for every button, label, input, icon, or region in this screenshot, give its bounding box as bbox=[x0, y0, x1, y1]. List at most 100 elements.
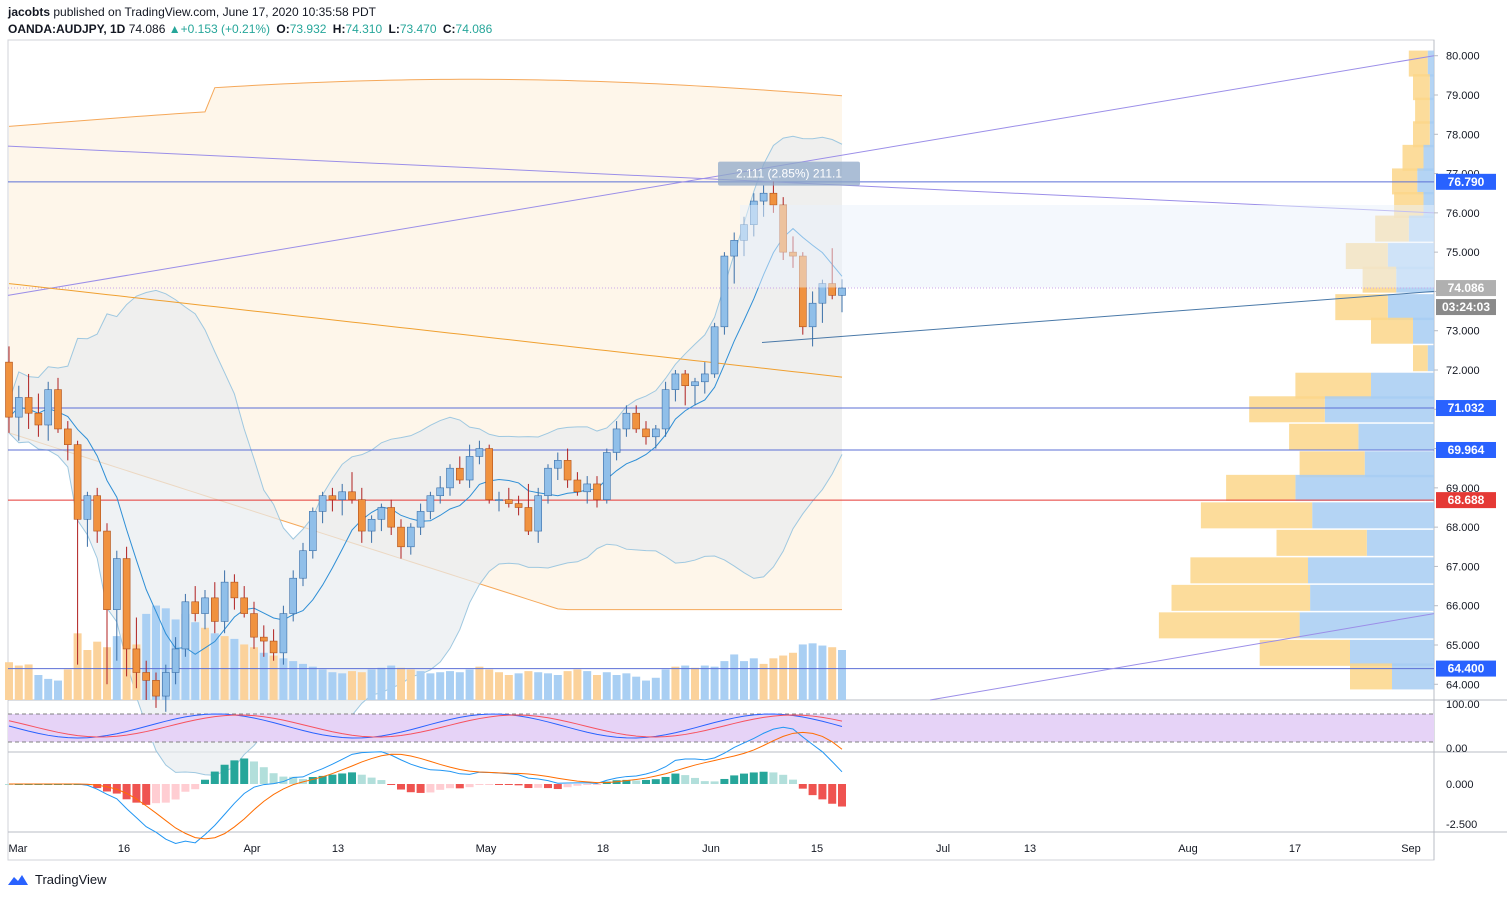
profile-sell-bar bbox=[1366, 529, 1434, 556]
candle-body bbox=[553, 460, 562, 469]
price-label-text: 69.964 bbox=[1448, 443, 1485, 457]
macd-hist-bar bbox=[171, 784, 180, 800]
volume-bar bbox=[671, 666, 680, 700]
profile-buy-bar bbox=[1413, 345, 1428, 372]
macd-hist-bar bbox=[573, 784, 582, 786]
candle-body bbox=[475, 448, 484, 457]
volume-bar bbox=[446, 671, 454, 700]
macd-hist-bar bbox=[406, 784, 415, 793]
candle-body bbox=[485, 448, 494, 500]
support-trendline bbox=[761, 290, 1435, 343]
time-tick-label: 13 bbox=[332, 843, 344, 855]
volume-bar bbox=[828, 647, 837, 700]
volume-bar bbox=[93, 641, 102, 700]
price-tick-label: 73.000 bbox=[1446, 326, 1480, 338]
candle-body bbox=[181, 601, 190, 650]
candle-body bbox=[504, 499, 513, 504]
candle-body bbox=[250, 613, 258, 638]
candle-body bbox=[838, 287, 846, 296]
candle-body bbox=[681, 373, 690, 387]
candle-body bbox=[700, 373, 709, 383]
profile-buy-bar bbox=[1413, 121, 1430, 148]
profile-buy-bar bbox=[1226, 474, 1296, 501]
volume-bar bbox=[367, 669, 376, 700]
macd-tick-label: -2.500 bbox=[1446, 819, 1477, 831]
macd-hist-bar bbox=[642, 779, 650, 784]
candle-body bbox=[514, 503, 523, 508]
macd-hist-bar bbox=[818, 784, 827, 800]
price-label-box bbox=[1436, 492, 1496, 509]
macd-hist-bar bbox=[338, 773, 347, 784]
candle-body bbox=[426, 495, 435, 512]
volume-bar bbox=[426, 673, 435, 700]
profile-buy-bar bbox=[1408, 50, 1428, 77]
macd-hist-bar bbox=[593, 784, 601, 785]
volume-bar bbox=[789, 652, 797, 700]
volume-bar bbox=[201, 627, 209, 700]
macd-hist-bar bbox=[720, 778, 729, 784]
profile-sell-bar bbox=[1429, 97, 1434, 124]
profile-buy-bar bbox=[1299, 451, 1365, 478]
brand-name: TradingView bbox=[35, 872, 107, 887]
profile-sell-bar bbox=[1423, 144, 1434, 171]
candle-body bbox=[191, 601, 199, 614]
price-tick-label: 65.000 bbox=[1446, 640, 1480, 652]
macd-hist-bar bbox=[808, 784, 817, 796]
volume-bar bbox=[779, 655, 788, 700]
ma-long bbox=[8, 283, 843, 378]
profile-sell-bar bbox=[1308, 557, 1434, 584]
publisher-name[interactable]: jacobts bbox=[8, 5, 51, 19]
candle-body bbox=[446, 467, 454, 489]
open-label: O: bbox=[276, 22, 290, 36]
profile-sell-bar bbox=[1364, 451, 1434, 478]
volume-bar bbox=[769, 658, 778, 700]
candle-body bbox=[132, 648, 141, 673]
time-tick-label: Mar bbox=[9, 843, 28, 855]
chart-canvas[interactable]: 2.111 (2.85%) 211.1 80.00079.00078.00077… bbox=[0, 0, 1507, 862]
volume-bar bbox=[406, 669, 415, 700]
macd-hist-bar bbox=[651, 779, 660, 784]
candle-body bbox=[651, 428, 660, 438]
volume-bar bbox=[730, 654, 739, 700]
volume-bar bbox=[181, 613, 190, 700]
volume-bar bbox=[720, 661, 729, 700]
macd-line bbox=[9, 726, 843, 845]
volume-bar bbox=[63, 669, 72, 700]
price-label-text: 64.400 bbox=[1448, 662, 1485, 676]
candle-body bbox=[348, 491, 356, 500]
volume-bar bbox=[563, 671, 572, 700]
macd-hist-bar bbox=[553, 784, 562, 790]
macd-hist-bar bbox=[632, 780, 641, 784]
symbol-name[interactable]: OANDA:AUDJPY, 1D bbox=[8, 22, 126, 36]
close-label: C: bbox=[442, 22, 456, 36]
candle-body bbox=[24, 397, 33, 414]
measure-range bbox=[740, 205, 1434, 288]
time-tick-label: May bbox=[476, 843, 497, 855]
profile-sell-bar bbox=[1392, 663, 1434, 690]
macd-hist-bar bbox=[348, 772, 356, 784]
time-tick-label: Jun bbox=[702, 843, 720, 855]
volume-bar bbox=[220, 636, 229, 700]
macd-hist-bar bbox=[240, 758, 249, 784]
rsi-tick-label: 100.00 bbox=[1446, 699, 1480, 711]
macd-hist-bar bbox=[259, 767, 268, 784]
volume-bar bbox=[485, 669, 494, 700]
profile-buy-bar bbox=[1171, 584, 1311, 611]
candle-body bbox=[730, 240, 739, 257]
profile-buy-bar bbox=[1158, 612, 1300, 639]
measure-box bbox=[718, 161, 860, 186]
publish-info: jacobts published on TradingView.com, Ju… bbox=[8, 5, 376, 19]
volume-bar bbox=[44, 678, 53, 700]
profile-buy-bar bbox=[1259, 639, 1350, 666]
price-label-text: 74.086 bbox=[1448, 281, 1485, 295]
macd-hist-bar bbox=[740, 773, 748, 784]
macd-hist-bar bbox=[161, 784, 170, 803]
profile-buy-bar bbox=[1415, 97, 1430, 124]
price-tick-label: 79.000 bbox=[1446, 90, 1480, 102]
macd-hist-bar bbox=[142, 784, 151, 805]
tradingview-logo[interactable]: TradingView bbox=[6, 872, 107, 887]
macd-hist-bar bbox=[279, 776, 288, 784]
volume-bar bbox=[152, 605, 160, 700]
volume-bar bbox=[191, 622, 200, 700]
macd-hist-bar bbox=[504, 784, 513, 785]
